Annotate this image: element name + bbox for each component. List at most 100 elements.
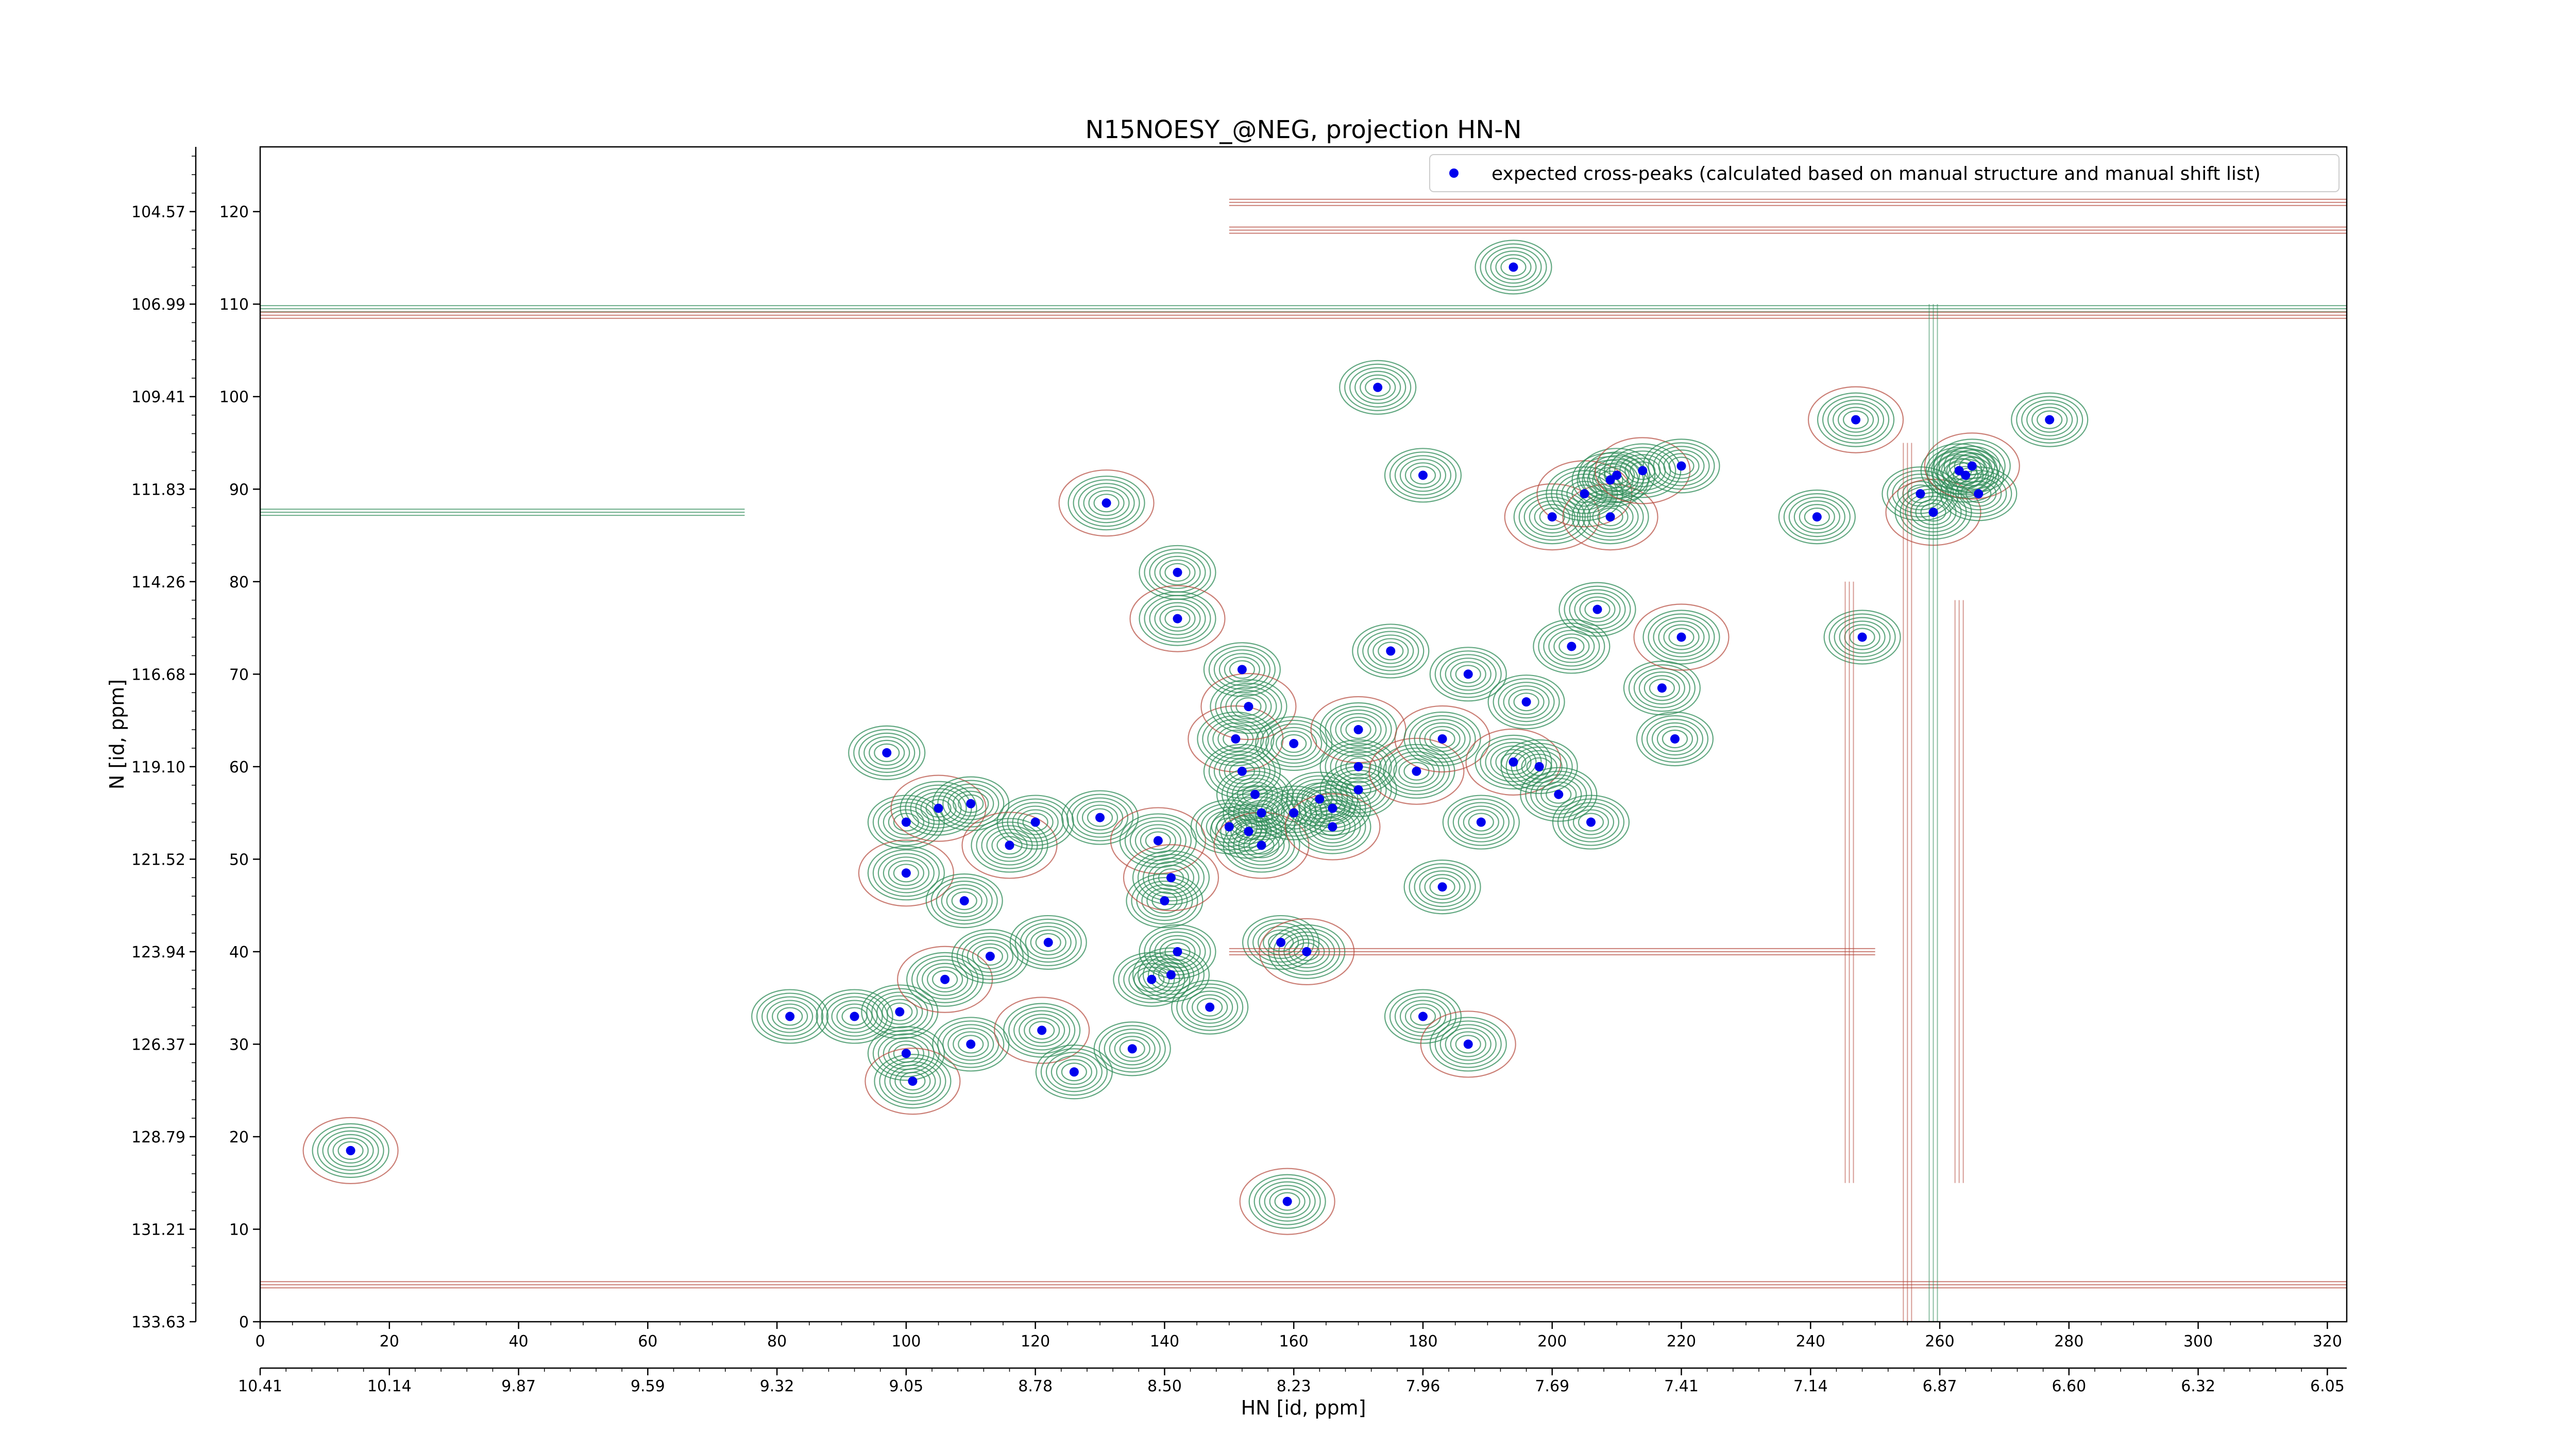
peak-contour-negative — [1420, 1010, 1516, 1078]
peak-contour — [971, 818, 1048, 873]
peak-contour — [947, 1027, 994, 1061]
peak-contour — [879, 1057, 946, 1105]
peak-contour — [1131, 877, 1198, 925]
cross-peak-marker — [1257, 808, 1266, 818]
peak-contour — [1248, 803, 1275, 822]
peak-contour — [947, 787, 994, 820]
peak-contour — [1340, 716, 1377, 743]
peak-contour-negative — [961, 812, 1058, 879]
peak-contour-negative — [1110, 807, 1206, 874]
cross-peak-marker — [1521, 697, 1531, 707]
peak-contour — [1594, 459, 1640, 492]
cross-peak-marker — [1173, 614, 1182, 624]
cross-peak-marker — [1676, 632, 1686, 642]
peak-contour-negative — [994, 997, 1090, 1064]
cross-peak-marker — [1147, 974, 1157, 984]
peak-contour — [1325, 705, 1392, 754]
peak-contour — [1399, 1000, 1447, 1033]
peak-contour — [1066, 794, 1134, 841]
y-axis-label: N [id, ppm] — [106, 679, 128, 789]
peak-contour — [1144, 595, 1211, 643]
y-tick-label: 50 — [229, 851, 249, 869]
cross-peak-marker — [1244, 827, 1253, 836]
peak-contour — [1394, 455, 1452, 496]
cross-peak-marker — [1916, 489, 1925, 499]
y-tick-label: 80 — [229, 574, 249, 592]
peak-contour — [1439, 654, 1497, 695]
peak-contour — [1260, 719, 1328, 768]
peak-contour — [1093, 1021, 1171, 1076]
peak-contour — [816, 989, 893, 1044]
x-tick-label: 20 — [380, 1333, 399, 1351]
peak-contour — [1548, 630, 1595, 663]
cross-peak-marker — [1043, 937, 1053, 947]
peak-contour — [1147, 861, 1195, 895]
peak-contour — [1822, 396, 1890, 444]
cross-peak-marker — [1173, 567, 1182, 577]
peak-contour — [1535, 778, 1582, 811]
peak-contour — [932, 776, 1010, 831]
cross-peak-marker — [850, 1012, 859, 1021]
peak-contour — [1008, 1006, 1076, 1054]
peak-contour — [1419, 870, 1466, 904]
peak-contour — [1076, 801, 1124, 834]
peak-contour — [1409, 863, 1476, 911]
peak-contour — [1543, 626, 1600, 667]
peak-contour — [1192, 994, 1228, 1020]
y-tick-label: 20 — [229, 1128, 249, 1147]
peak-contour — [884, 1061, 941, 1102]
cross-peak-marker — [1166, 873, 1176, 883]
peak-contour — [1558, 582, 1636, 637]
peak-contour — [1274, 1192, 1300, 1211]
peak-contour — [1623, 661, 1701, 716]
peak-contour — [1656, 726, 1693, 752]
ppm-y-tick-label: 106.99 — [131, 296, 185, 314]
peak-contour — [925, 873, 1003, 929]
peak-contour — [826, 996, 883, 1037]
peak-contour — [1067, 476, 1145, 531]
ppm-x-tick-label: 8.78 — [1018, 1377, 1053, 1395]
peak-contour — [1837, 407, 1874, 433]
cross-peak-marker — [1638, 466, 1648, 476]
peak-contour — [1384, 989, 1462, 1044]
cross-peak-marker — [1224, 822, 1234, 832]
peak-contour — [877, 853, 935, 894]
ppm-y-tick-label: 121.52 — [131, 851, 185, 869]
peak-contour — [1252, 922, 1310, 963]
ppm-y-tick-label: 119.10 — [131, 759, 185, 777]
peak-contour — [932, 970, 958, 989]
x-axis-ppm: 10.41 10.14 9.87 9.59 9.32 9.05 8.78 8.50 8.23 7.… — [238, 1367, 2347, 1395]
cross-peak-marker — [1069, 1067, 1079, 1077]
peak-contour — [1349, 367, 1406, 408]
peak-contour — [953, 1031, 989, 1057]
peak-contour — [1002, 798, 1069, 846]
peak-contour — [1409, 715, 1476, 763]
peak-contour — [1429, 1017, 1507, 1072]
peak-contour — [1270, 727, 1317, 761]
peak-contour — [1907, 484, 1934, 503]
x-tick-label: 320 — [2313, 1333, 2342, 1351]
ppm-x-tick-label: 6.60 — [2052, 1377, 2086, 1395]
peak-contour — [1253, 1177, 1321, 1225]
peak-contour — [1132, 947, 1210, 1002]
peak-contour — [312, 1123, 389, 1178]
peak-contour — [1636, 711, 1714, 767]
peak-contour — [972, 943, 1008, 969]
cross-peak-marker — [901, 1049, 911, 1058]
peak-contour — [1104, 1029, 1161, 1069]
peak-contour — [1154, 555, 1201, 589]
peak-contour — [1455, 1035, 1481, 1054]
peak-contour — [1362, 631, 1419, 671]
peak-contour — [936, 881, 993, 921]
peak-contour — [1649, 679, 1675, 698]
peak-contour — [1208, 646, 1276, 694]
peak-contour-negative — [1504, 483, 1600, 551]
peak-contour — [872, 798, 940, 846]
peak-contour — [1414, 867, 1471, 907]
peak-contour — [1429, 729, 1455, 749]
peak-contour-negative — [1284, 793, 1381, 861]
ppm-x-tick-label: 6.87 — [1923, 1377, 1957, 1395]
cross-peak-marker — [1857, 632, 1867, 642]
peak-contour — [1475, 734, 1552, 789]
peak-contour — [1335, 713, 1382, 747]
